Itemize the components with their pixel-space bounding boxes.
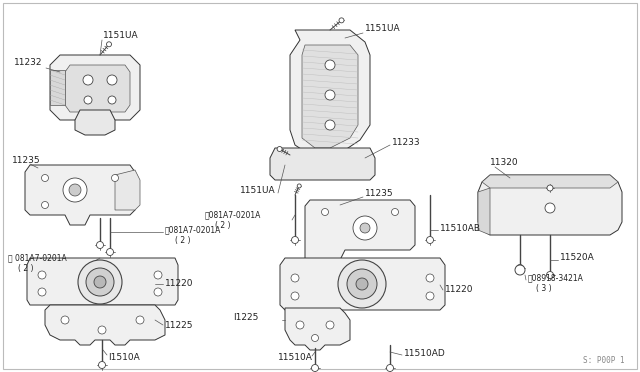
Circle shape <box>297 184 301 188</box>
Circle shape <box>97 241 104 248</box>
Text: 11235: 11235 <box>365 189 394 198</box>
Polygon shape <box>482 175 618 188</box>
Circle shape <box>78 260 122 304</box>
Circle shape <box>42 202 49 208</box>
Text: I1510A: I1510A <box>108 353 140 362</box>
Circle shape <box>63 178 87 202</box>
Polygon shape <box>25 165 135 225</box>
Circle shape <box>61 316 69 324</box>
Circle shape <box>108 96 116 104</box>
Text: ( 2 ): ( 2 ) <box>18 263 33 273</box>
Circle shape <box>339 18 344 23</box>
Circle shape <box>426 237 433 244</box>
Circle shape <box>291 237 298 244</box>
Polygon shape <box>478 188 490 235</box>
Circle shape <box>291 274 299 282</box>
Circle shape <box>353 216 377 240</box>
Circle shape <box>312 365 319 372</box>
Text: 11520A: 11520A <box>560 253 595 263</box>
Polygon shape <box>50 70 65 105</box>
Text: ⓝ08918-3421A: ⓝ08918-3421A <box>528 273 584 282</box>
Circle shape <box>516 264 524 272</box>
Text: Ⓑ081A7-0201A: Ⓑ081A7-0201A <box>165 225 221 234</box>
Circle shape <box>154 288 162 296</box>
Circle shape <box>42 174 49 182</box>
Polygon shape <box>45 305 165 345</box>
Circle shape <box>426 274 434 282</box>
Text: 1151UA: 1151UA <box>103 31 139 39</box>
Text: 1151UA: 1151UA <box>240 186 276 195</box>
Polygon shape <box>305 200 415 265</box>
Circle shape <box>338 260 386 308</box>
Circle shape <box>38 288 46 296</box>
Circle shape <box>98 326 106 334</box>
Text: 11233: 11233 <box>392 138 420 147</box>
Polygon shape <box>270 148 375 180</box>
Circle shape <box>296 321 304 329</box>
Circle shape <box>547 185 553 191</box>
Text: 11510AB: 11510AB <box>440 224 481 232</box>
Circle shape <box>84 96 92 104</box>
Text: 11510AD: 11510AD <box>404 349 445 357</box>
Text: 11320: 11320 <box>490 157 518 167</box>
Text: ( 2 ): ( 2 ) <box>175 235 191 244</box>
Circle shape <box>347 269 377 299</box>
Circle shape <box>69 184 81 196</box>
Polygon shape <box>27 258 178 305</box>
Text: ( 3 ): ( 3 ) <box>536 283 552 292</box>
Circle shape <box>392 208 399 215</box>
Text: S: P00P 1: S: P00P 1 <box>584 356 625 365</box>
Circle shape <box>387 365 394 372</box>
Circle shape <box>360 223 370 233</box>
Text: 11510A: 11510A <box>278 353 313 362</box>
Text: Ⓑ 081A7-0201A: Ⓑ 081A7-0201A <box>8 253 67 263</box>
Circle shape <box>325 60 335 70</box>
Circle shape <box>321 208 328 215</box>
Circle shape <box>83 75 93 85</box>
Circle shape <box>136 316 144 324</box>
Circle shape <box>325 90 335 100</box>
Circle shape <box>291 292 299 300</box>
Polygon shape <box>285 308 350 350</box>
Text: Ⓑ081A7-0201A: Ⓑ081A7-0201A <box>205 211 261 219</box>
Circle shape <box>86 268 114 296</box>
Text: 11220: 11220 <box>445 285 474 295</box>
Circle shape <box>426 292 434 300</box>
Circle shape <box>326 321 334 329</box>
Text: 11232: 11232 <box>14 58 42 67</box>
Circle shape <box>94 276 106 288</box>
Circle shape <box>106 42 111 47</box>
Text: I1225: I1225 <box>233 314 259 323</box>
Polygon shape <box>302 45 358 148</box>
Text: 1151UA: 1151UA <box>365 23 401 32</box>
Polygon shape <box>478 175 622 235</box>
Circle shape <box>325 120 335 130</box>
Polygon shape <box>50 55 140 120</box>
Circle shape <box>99 362 106 369</box>
Polygon shape <box>75 110 115 135</box>
Circle shape <box>515 265 525 275</box>
Circle shape <box>277 147 282 151</box>
Polygon shape <box>65 65 130 112</box>
Polygon shape <box>280 258 445 310</box>
Text: 11235: 11235 <box>12 155 40 164</box>
Circle shape <box>111 174 118 182</box>
Circle shape <box>38 271 46 279</box>
Circle shape <box>106 248 113 256</box>
Polygon shape <box>290 30 370 155</box>
Polygon shape <box>115 170 140 210</box>
Circle shape <box>356 278 368 290</box>
Circle shape <box>545 203 555 213</box>
Text: ( 2 ): ( 2 ) <box>215 221 230 230</box>
Text: 11220: 11220 <box>165 279 193 289</box>
Circle shape <box>154 271 162 279</box>
Circle shape <box>312 334 319 341</box>
Circle shape <box>547 272 554 279</box>
Circle shape <box>107 75 117 85</box>
Text: 11225: 11225 <box>165 321 193 330</box>
